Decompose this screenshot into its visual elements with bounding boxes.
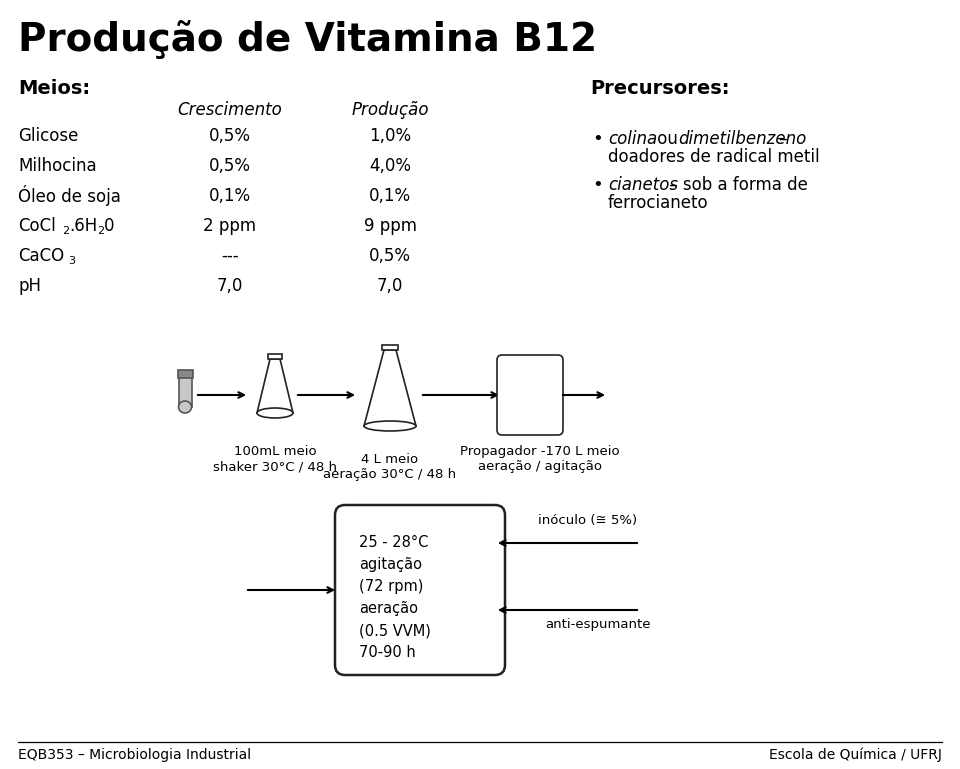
Text: 2: 2 [62, 226, 69, 236]
Text: doadores de radical metil: doadores de radical metil [608, 148, 820, 166]
Text: Precursores:: Precursores: [590, 78, 730, 98]
Text: Óleo de soja: Óleo de soja [18, 185, 121, 207]
Text: 0,5%: 0,5% [209, 157, 251, 175]
Text: 0: 0 [104, 217, 114, 235]
Text: CaCO: CaCO [18, 247, 64, 265]
Text: 0,5%: 0,5% [369, 247, 411, 265]
Text: 2 ppm: 2 ppm [204, 217, 256, 235]
Bar [268, 354, 282, 359]
Text: 0,5%: 0,5% [209, 127, 251, 145]
Text: aeração: aeração [359, 601, 418, 616]
Text: 3: 3 [68, 256, 75, 266]
Text: 2: 2 [97, 226, 104, 236]
Text: agitação: agitação [359, 557, 422, 572]
Text: •: • [592, 176, 603, 194]
Text: (72 rpm): (72 rpm) [359, 579, 423, 594]
Text: Produção de Vitamina B12: Produção de Vitamina B12 [18, 21, 597, 59]
Text: – sob a forma de: – sob a forma de [664, 176, 808, 194]
Text: pH: pH [18, 277, 41, 295]
Text: (0.5 VVM): (0.5 VVM) [359, 623, 431, 638]
Text: ferrocianeto: ferrocianeto [608, 194, 708, 212]
Text: Meios:: Meios: [18, 78, 90, 98]
Text: cianetos: cianetos [608, 176, 678, 194]
Text: Propagador -170 L meio
aeração / agitação: Propagador -170 L meio aeração / agitaçã… [460, 445, 620, 473]
Text: 0,1%: 0,1% [209, 187, 252, 205]
Text: .6H: .6H [69, 217, 97, 235]
Text: 0,1%: 0,1% [369, 187, 411, 205]
Text: Crescimento: Crescimento [178, 101, 282, 119]
Bar [382, 345, 398, 350]
Text: 7,0: 7,0 [377, 277, 403, 295]
Bar [179, 377, 191, 407]
Text: CoCl: CoCl [18, 217, 56, 235]
Text: 1,0%: 1,0% [369, 127, 411, 145]
Ellipse shape [364, 421, 416, 431]
Text: 25 - 28°C: 25 - 28°C [359, 535, 428, 550]
Text: 100mL meio
shaker 30°C / 48 h: 100mL meio shaker 30°C / 48 h [213, 445, 337, 473]
Text: ---: --- [221, 247, 239, 265]
Bar [178, 370, 193, 378]
Text: •: • [592, 130, 603, 148]
Text: Glicose: Glicose [18, 127, 79, 145]
Text: 7,0: 7,0 [217, 277, 243, 295]
Text: 9 ppm: 9 ppm [364, 217, 417, 235]
Ellipse shape [179, 401, 191, 413]
Text: Milhocina: Milhocina [18, 157, 97, 175]
Text: 70-90 h: 70-90 h [359, 645, 416, 660]
Text: Escola de Química / UFRJ: Escola de Química / UFRJ [769, 748, 942, 763]
Ellipse shape [257, 408, 293, 418]
Text: dimetilbenzeno: dimetilbenzeno [678, 130, 806, 148]
Text: ou: ou [652, 130, 684, 148]
Text: EQB353 – Microbiologia Industrial: EQB353 – Microbiologia Industrial [18, 748, 252, 762]
Text: colina: colina [608, 130, 658, 148]
Text: anti-espumante: anti-espumante [544, 618, 650, 631]
Polygon shape [257, 359, 293, 413]
FancyBboxPatch shape [497, 355, 563, 435]
Text: –: – [774, 130, 787, 148]
Text: 4,0%: 4,0% [369, 157, 411, 175]
Polygon shape [364, 350, 416, 426]
Text: Produção: Produção [351, 101, 429, 119]
FancyBboxPatch shape [335, 505, 505, 675]
Text: inóculo (≅ 5%): inóculo (≅ 5%) [538, 514, 637, 527]
Text: 4 L meio
aeração 30°C / 48 h: 4 L meio aeração 30°C / 48 h [324, 453, 457, 481]
